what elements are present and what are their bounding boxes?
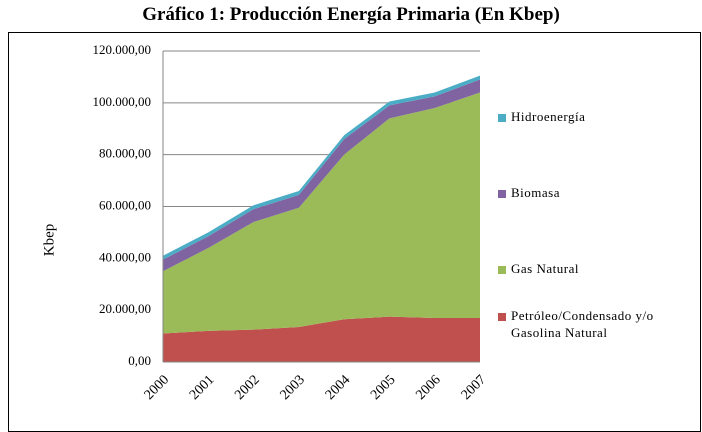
y-tick-label: 80.000,00 bbox=[99, 146, 151, 161]
legend-swatch bbox=[498, 190, 506, 198]
legend-label: Hidroenergía bbox=[511, 109, 586, 124]
legend-swatch bbox=[498, 266, 506, 274]
x-tick-label: 2000 bbox=[142, 372, 172, 402]
area bbox=[163, 75, 480, 260]
legend-label: Biomasa bbox=[511, 185, 560, 200]
legend-swatch bbox=[498, 313, 506, 321]
legend-label: Gas Natural bbox=[511, 261, 579, 276]
y-tick-label: 120.000,00 bbox=[93, 42, 152, 57]
legend-label: Petróleo/Condensado y/o Gasolina Natural bbox=[511, 308, 654, 340]
x-tick-label: 2007 bbox=[459, 372, 489, 402]
y-tick-label: 100.000,00 bbox=[93, 94, 152, 109]
y-tick-label: 40.000,00 bbox=[99, 249, 151, 264]
y-tick-label: 0,00 bbox=[128, 353, 151, 368]
x-tick-label: 2005 bbox=[368, 372, 398, 402]
y-tick-label: 20.000,00 bbox=[99, 301, 151, 316]
y-axis-label: Kbep bbox=[41, 224, 57, 257]
area bbox=[163, 316, 480, 362]
chart-title: Gráfico 1: Producción Energía Primaria (… bbox=[142, 4, 560, 25]
x-tick-label: 2004 bbox=[323, 372, 353, 402]
y-tick-label: 60.000,00 bbox=[99, 197, 151, 212]
x-tick-label: 2001 bbox=[187, 372, 217, 402]
area bbox=[163, 79, 480, 272]
x-tick-label: 2003 bbox=[278, 372, 308, 402]
area bbox=[163, 92, 480, 334]
x-tick-label: 2002 bbox=[232, 372, 262, 402]
legend-swatch bbox=[498, 114, 506, 122]
x-tick-label: 2006 bbox=[413, 372, 443, 402]
